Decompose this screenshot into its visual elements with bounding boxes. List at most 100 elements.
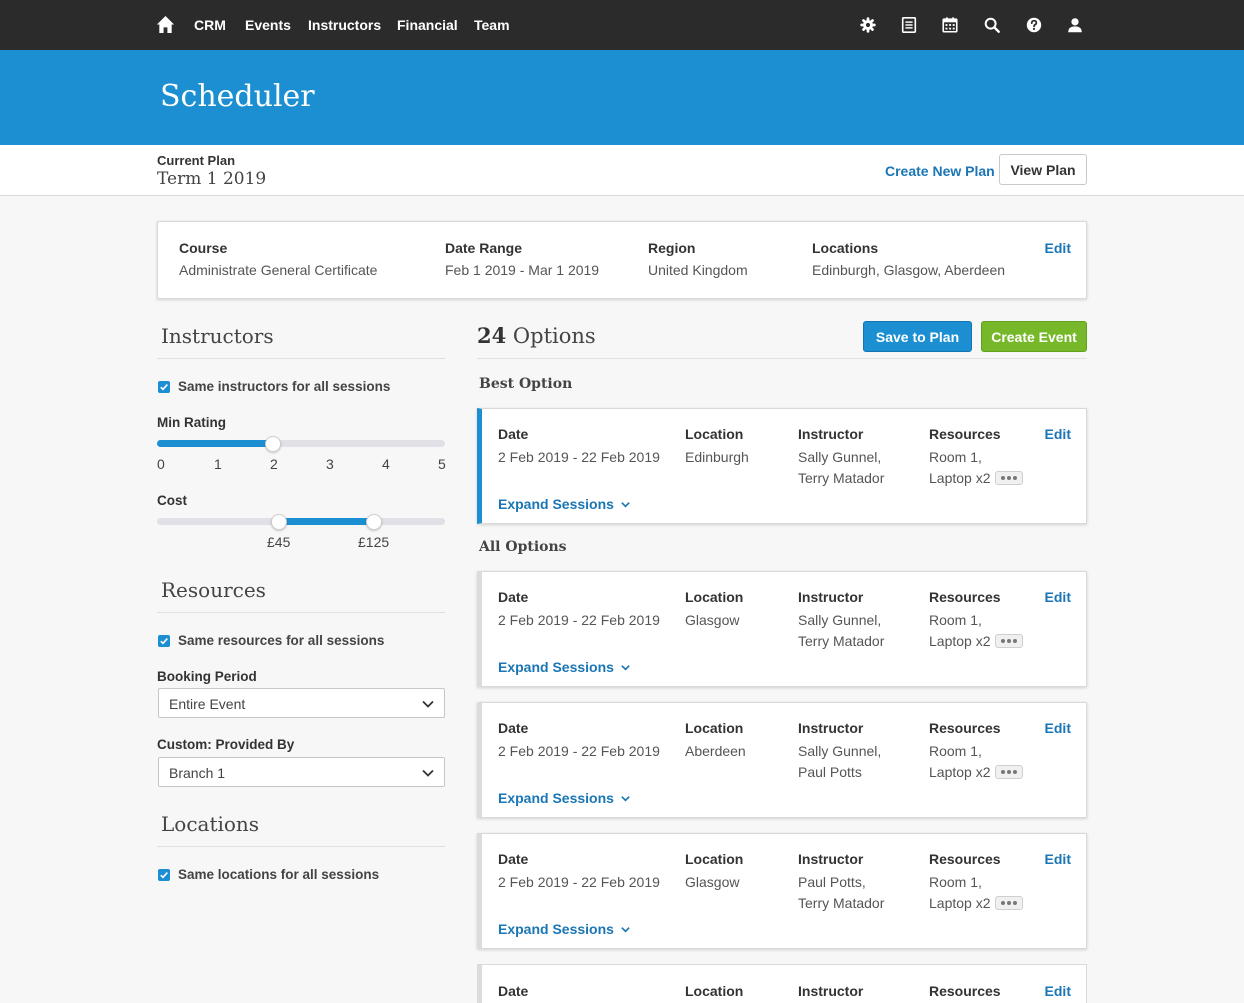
summary-locations-value: Edinburgh, Glasgow, Aberdeen [812,262,1006,278]
summary-locations: Locations Edinburgh, Glasgow, Aberdeen [812,240,1005,278]
checkbox-checked-icon[interactable] [158,380,170,393]
resource-1: Room 1, [929,743,982,759]
more-resources-button[interactable] [994,634,1023,649]
more-resources-button[interactable] [994,471,1023,486]
location-value: Glasgow [685,874,740,890]
same-instructors-checkbox[interactable]: Same instructors for all sessions [158,379,390,394]
option-date: Date 2 Feb 2019 - 22 Feb 2019 [498,720,660,762]
save-to-plan-button[interactable]: Save to Plan [863,321,972,352]
instructor-value: Paul Potts, Terry Matador [798,872,884,914]
instructor-2: Terry Matador [798,895,885,911]
help-icon[interactable] [1025,16,1043,34]
same-resources-checkbox[interactable]: Same resources for all sessions [158,633,384,648]
instructor-label: Instructor [798,851,864,867]
instructor-1: Paul Potts, [798,874,866,890]
more-resources-button[interactable] [994,765,1023,780]
instructor-label: Instructor [798,720,864,736]
instructor-1: Sally Gunnel, [798,449,882,465]
option-card-partial: Date Location Instructor Resources Edit [477,964,1087,1003]
chevron-down-icon [621,664,630,671]
nav-item-crm[interactable]: CRM [194,17,226,33]
option-card-best: Date 2 Feb 2019 - 22 Feb 2019 Location E… [477,408,1087,524]
option-card: Date 2 Feb 2019 - 22 Feb 2019 Location G… [477,571,1087,687]
booking-period-select[interactable]: Entire Event [158,688,445,718]
instructor-2: Terry Matador [798,470,885,486]
instructor-label: Instructor [798,983,864,999]
resources-label: Resources [929,720,1001,736]
create-new-plan-link[interactable]: Create New Plan [885,163,995,179]
resource-2: Laptop x2 [929,633,991,649]
provided-by-select[interactable]: Branch 1 [158,757,445,787]
user-icon[interactable] [1066,16,1084,34]
expand-sessions-label: Expand Sessions [498,659,614,675]
option-date: Date [498,983,528,999]
date-value: 2 Feb 2019 - 22 Feb 2019 [498,743,660,759]
option-instructor: Instructor Sally Gunnel, Paul Potts [798,720,881,783]
nav-item-instructors[interactable]: Instructors [308,17,382,33]
document-icon[interactable] [900,16,918,34]
option-location: Location Glasgow [685,851,743,893]
resource-2: Laptop x2 [929,895,991,911]
checkbox-checked-icon[interactable] [158,634,170,647]
calendar-icon[interactable] [941,16,959,34]
summary-edit-link[interactable]: Edit [1044,240,1071,256]
min-rating-thumb[interactable] [264,436,281,452]
option-resources: Resources Room 1, Laptop x2 [929,851,1023,914]
expand-sessions-link[interactable]: Expand Sessions [498,496,631,512]
provided-by-label: Custom: Provided By [157,737,295,752]
option-edit-link[interactable]: Edit [1044,983,1071,999]
instructor-2: Paul Potts [798,764,862,780]
date-label: Date [498,851,529,867]
nav-item-team[interactable]: Team [474,17,510,33]
create-event-button[interactable]: Create Event [981,321,1087,352]
option-edit-link[interactable]: Edit [1044,589,1071,605]
plan-bar: Current Plan Term 1 2019 Create New Plan… [0,145,1244,196]
date-label: Date [498,720,529,736]
resources-label: Resources [929,851,1001,867]
top-nav: CRM Events Instructors Financial Team [0,0,1244,50]
chevron-down-icon [621,501,630,508]
expand-sessions-link[interactable]: Expand Sessions [498,659,631,675]
nav-item-events[interactable]: Events [245,17,291,33]
date-label: Date [498,983,529,999]
nav-item-financial[interactable]: Financial [397,17,458,33]
current-plan-name: Term 1 2019 [157,169,267,189]
same-locations-checkbox[interactable]: Same locations for all sessions [158,867,379,882]
resources-heading: Resources [161,578,266,602]
resource-1: Room 1, [929,612,982,628]
instructor-2: Terry Matador [798,633,885,649]
expand-sessions-label: Expand Sessions [498,496,614,512]
checkbox-checked-icon[interactable] [158,868,170,881]
expand-sessions-link[interactable]: Expand Sessions [498,921,631,937]
cost-label: Cost [157,493,187,508]
min-rating-slider[interactable] [157,436,445,452]
cost-max-thumb[interactable] [366,514,382,530]
summary-course: Course Administrate General Certificate [179,240,377,278]
cost-range-slider[interactable] [157,514,445,530]
home-icon[interactable] [156,15,175,34]
chevron-down-icon [422,700,434,708]
cost-min-thumb[interactable] [271,514,287,530]
resources-label: Resources [929,983,1001,999]
same-instructors-label: Same instructors for all sessions [178,379,391,394]
cost-low-value: £45 [267,534,291,550]
option-instructor: Instructor Paul Potts, Terry Matador [798,851,884,914]
resource-1: Room 1, [929,874,982,890]
min-rating-label: Min Rating [157,415,226,430]
view-plan-button[interactable]: View Plan [999,154,1087,185]
search-icon[interactable] [983,16,1001,34]
option-edit-link[interactable]: Edit [1044,720,1071,736]
gear-icon[interactable] [859,16,877,34]
locations-heading: Locations [161,812,260,836]
instructor-1: Sally Gunnel, [798,612,882,628]
booking-period-value: Entire Event [169,696,246,712]
more-resources-button[interactable] [994,896,1023,911]
summary-region-value: United Kingdom [648,262,748,278]
instructor-value: Sally Gunnel, Terry Matador [798,610,884,652]
location-label: Location [685,720,744,736]
expand-sessions-link[interactable]: Expand Sessions [498,790,631,806]
option-card: Date 2 Feb 2019 - 22 Feb 2019 Location A… [477,702,1087,818]
date-value: 2 Feb 2019 - 22 Feb 2019 [498,449,660,465]
option-edit-link[interactable]: Edit [1044,851,1071,867]
option-edit-link[interactable]: Edit [1044,426,1071,442]
